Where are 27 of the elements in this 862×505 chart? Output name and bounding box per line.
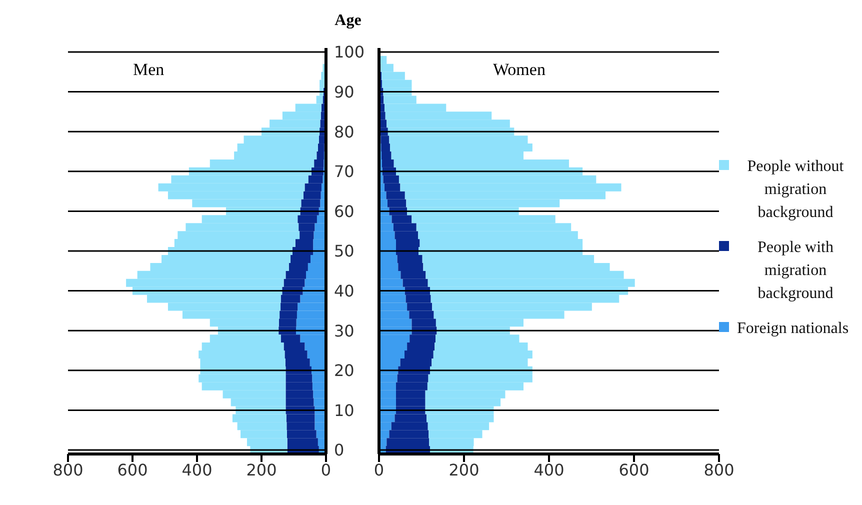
y-tick-label: 80	[334, 122, 354, 142]
x-tick-label: 800	[704, 460, 734, 480]
x-tick-label: 400	[534, 460, 564, 480]
y-tick-label: 40	[334, 281, 354, 300]
legend-label: Foreign nationals	[737, 318, 849, 338]
x-tick-label: 800	[52, 460, 84, 480]
y-tick-label: 60	[334, 202, 354, 221]
y-tick-label: 30	[334, 321, 354, 340]
x-tick-label: 600	[117, 460, 148, 480]
x-tick-label: 0	[320, 460, 332, 480]
text: Men	[133, 60, 164, 80]
x-tick-label: 400	[182, 460, 212, 480]
y-tick-label: 70	[334, 162, 354, 182]
y-tick-label: 0	[334, 440, 344, 460]
y-tick-label: 100	[334, 42, 365, 62]
x-tick-label: 200	[246, 460, 277, 480]
y-tick-label: 90	[334, 82, 354, 102]
legend-label: People without migration background	[746, 156, 845, 222]
x-tick-label: 200	[448, 460, 480, 480]
x-tick-label: 0	[374, 460, 384, 480]
y-tick-label: 20	[334, 361, 354, 380]
y-tick-label: 50	[334, 242, 354, 261]
y-tick-label: 10	[334, 400, 354, 420]
y-axis-title: Age	[334, 12, 362, 30]
text: Women	[493, 60, 546, 80]
legend-label: People with migration background	[756, 238, 834, 304]
x-tick-label: 600	[618, 460, 650, 480]
